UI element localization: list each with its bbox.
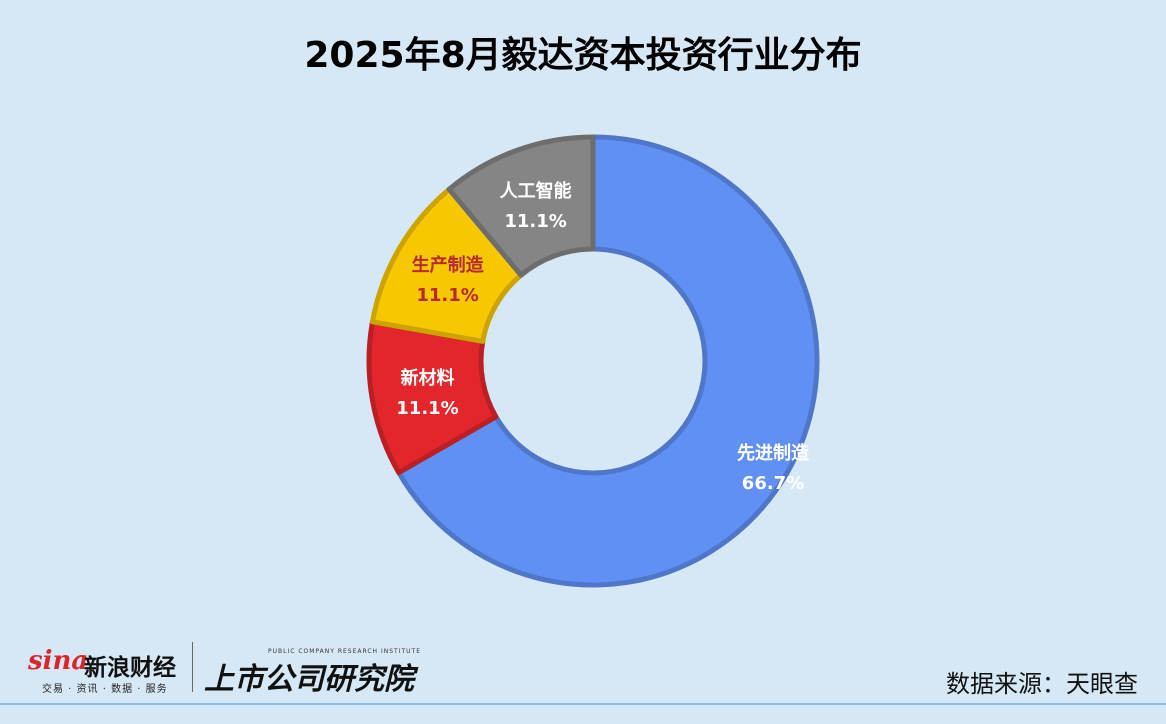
slice-4-label: 人工智能 bbox=[500, 180, 572, 202]
institute-english-name: PUBLIC COMPANY RESEARCH INSTITUTE bbox=[268, 648, 421, 655]
slice-4-value: 11.1% bbox=[504, 211, 566, 232]
chart-title: 2025年8月毅达资本投资行业分布 bbox=[304, 35, 862, 76]
slice-1 bbox=[396, 134, 820, 588]
slice-3-value: 11.1% bbox=[416, 285, 478, 306]
footer-logos: sina 新浪财经 交易 · 资讯 · 数据 · 服务 PUBLIC COMPA… bbox=[22, 640, 442, 697]
slice-2-value: 11.1% bbox=[396, 398, 458, 419]
slice-4 bbox=[446, 134, 596, 278]
logo-divider bbox=[192, 642, 193, 692]
slice-1-value: 66.7% bbox=[742, 473, 804, 494]
slice-2-label: 新材料 bbox=[401, 367, 455, 389]
brand-subtitle: 交易 · 资讯 · 数据 · 服务 bbox=[42, 684, 168, 695]
data-source: 数据来源：天眼查 bbox=[946, 670, 1138, 698]
institute-logo: 上市公司研究院 bbox=[204, 662, 414, 697]
sina-logo: sina bbox=[28, 646, 89, 676]
slice-1-label: 先进制造 bbox=[737, 442, 809, 464]
brand-name: 新浪财经 bbox=[84, 655, 176, 681]
slice-3-label: 生产制造 bbox=[412, 254, 484, 276]
bottom-rule bbox=[0, 703, 1166, 705]
